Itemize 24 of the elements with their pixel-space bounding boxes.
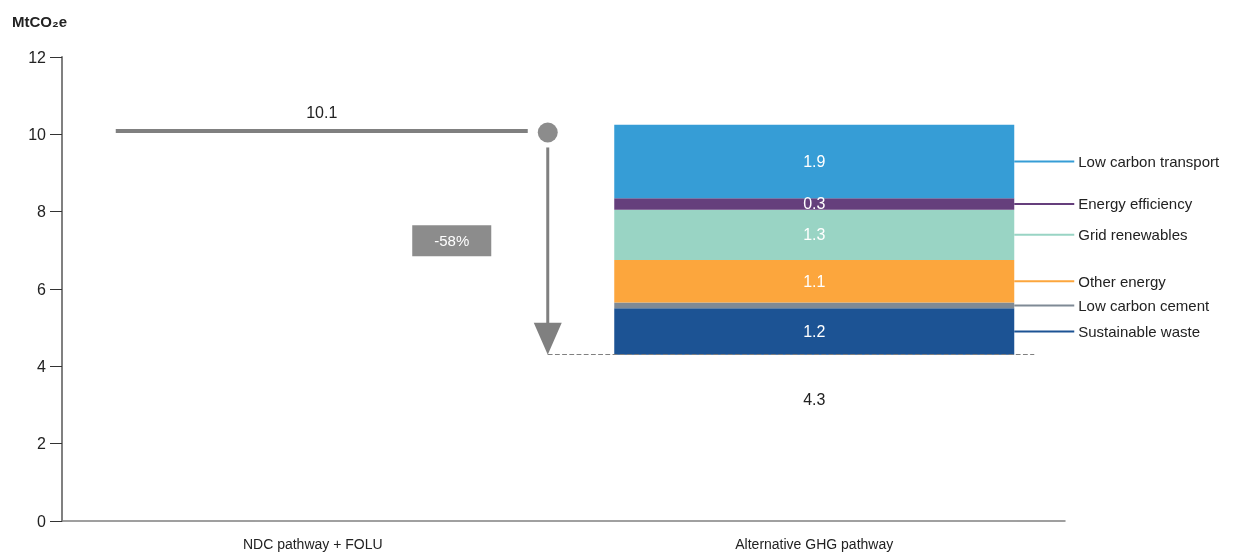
data-label: 1.1 xyxy=(803,272,826,290)
y-tick-label: 0 xyxy=(37,512,47,530)
y-tick-label: 8 xyxy=(37,203,47,221)
y-tick-label: 2 xyxy=(37,435,47,453)
data-label: 1.9 xyxy=(803,152,826,170)
legend-label: Sustainable waste xyxy=(1078,323,1200,341)
legend-label: Other energy xyxy=(1078,272,1167,290)
legend-label: Low carbon transport xyxy=(1078,152,1220,170)
data-label: 1.3 xyxy=(803,226,826,244)
annotation: -58% xyxy=(434,232,470,250)
x-tick-label: NDC pathway + FOLU xyxy=(242,536,383,552)
y-tick-label: 10 xyxy=(28,125,47,143)
data-label: 1.2 xyxy=(803,323,826,341)
legend-label: Energy efficiency xyxy=(1078,195,1193,213)
y-tick-label: 6 xyxy=(37,280,47,298)
y-axis-title: MtCO₂e xyxy=(12,13,67,30)
x-tick-label: Alternative GHG pathway xyxy=(735,536,894,552)
ref-line-label: 4.3 xyxy=(803,391,826,409)
y-tick-label: 4 xyxy=(37,357,47,375)
legend-label: Low carbon cement xyxy=(1078,296,1210,314)
data-label: 0.3 xyxy=(803,195,826,213)
legend-label: Grid renewables xyxy=(1078,226,1188,244)
y-tick-label: 12 xyxy=(28,48,47,66)
ref-line-label: 10.1 xyxy=(306,103,338,121)
